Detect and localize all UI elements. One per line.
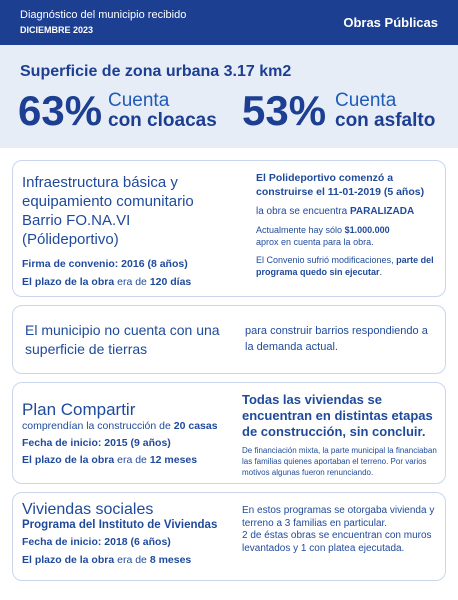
card-right: Todas las viviendas se encuentran en dis… (242, 392, 437, 478)
headline: Todas las viviendas se encuentran en dis… (242, 392, 433, 439)
text: $1.000.000 (344, 225, 390, 235)
card: Infraestructura básica y equipamiento co… (12, 160, 446, 297)
card-right: El Polideportivo comenzó a construirse e… (256, 171, 436, 278)
card-left: El municipio no cuenta con una superfici… (25, 322, 220, 357)
text: 12 meses (149, 454, 198, 466)
card-left: Plan Compartir comprendían la construcci… (22, 400, 237, 466)
header-title: Diagnóstico del municipio recibido (20, 9, 187, 21)
title-line: Infraestructura básica y (22, 174, 178, 191)
text: aprox en cuenta para la obra. (256, 237, 374, 247)
text: 120 días (149, 276, 192, 288)
start: Fecha de inicio: 2018 (6 años) (22, 536, 171, 548)
text: la obra se encuentra (256, 206, 350, 217)
funds: Actualmente hay sólo $1.000.000 aprox en … (256, 224, 436, 248)
text: El Convenio sufrió modificaciones, (256, 255, 397, 265)
text: era de (114, 454, 150, 466)
stat-value: 63% (18, 87, 103, 134)
start: Fecha de inicio: 2015 (9 años) (22, 437, 171, 449)
text: PARALIZADA (349, 206, 415, 217)
status: la obra se encuentra PARALIZADA (256, 205, 436, 218)
start: El Polideportivo comenzó a construirse e… (256, 172, 425, 198)
text: comprendían la construcción de (22, 420, 174, 432)
signed: Firma de convenio: 2016 (8 años) (22, 258, 188, 270)
title-line: (Pólideportivo) (22, 231, 119, 248)
stat-value: 53% (242, 87, 327, 134)
card-right: para construir barrios respondiendo a la… (245, 325, 428, 353)
card: Plan Compartir comprendían la construcci… (12, 382, 446, 484)
surface: Superficie de zona urbana 3.17 km2 (20, 63, 292, 80)
stat-label: Cuenta (108, 90, 170, 111)
text: 2 de éstas obras se encuentran con muros… (242, 530, 432, 554)
title-line: Barrio FO.NA.VI (22, 212, 131, 229)
title: Viviendas sociales (22, 501, 154, 518)
text: Actualmente hay sólo (256, 225, 345, 235)
text: El plazo de la obra (22, 276, 115, 288)
card-left: Infraestructura básica y equipamiento co… (22, 173, 237, 290)
text: El plazo de la obra (22, 554, 115, 566)
text: parte del programa quedo sin ejecutar (256, 255, 434, 277)
text: . (379, 267, 383, 277)
stat-label: con cloacas (108, 110, 217, 131)
term: El plazo de la obra era de 8 meses (22, 554, 237, 566)
term: El plazo de la obra era de 12 meses (22, 454, 237, 466)
title-line: equipamiento comunitario (22, 193, 194, 210)
card: El municipio no cuenta con una superfici… (12, 305, 446, 374)
header-date: DICIEMBRE 2023 (20, 25, 94, 35)
stat-label: con asfalto (335, 110, 436, 131)
change: El Convenio sufrió modificaciones, parte… (256, 254, 436, 278)
card: Viviendas sociales Programa del Institut… (12, 492, 446, 581)
subtitle: Programa del Instituto de Viviendas (22, 519, 218, 531)
header: Diagnóstico del municipio recibido DICIE… (0, 0, 458, 45)
title: Plan Compartir (22, 400, 136, 419)
subtitle: comprendían la construcción de 20 casas (22, 420, 237, 432)
text: En estos programas se otorgaba vivienda … (242, 505, 435, 529)
text: 20 casas (173, 420, 218, 432)
card-left: Viviendas sociales Programa del Institut… (22, 501, 237, 566)
card-right: En estos programas se otorgaba vivienda … (242, 505, 437, 555)
text: era de (114, 276, 150, 288)
text: era de (114, 554, 150, 566)
text: 8 meses (149, 554, 192, 566)
note: De financiación mixta, la parte municipa… (242, 446, 437, 477)
summary: Superficie de zona urbana 3.17 km2 63% C… (0, 45, 458, 148)
stat-label: Cuenta (335, 90, 397, 111)
text: El plazo de la obra (22, 454, 115, 466)
department: Obras Públicas (343, 15, 438, 30)
term: El plazo de la obra era de 120 días (22, 274, 237, 290)
